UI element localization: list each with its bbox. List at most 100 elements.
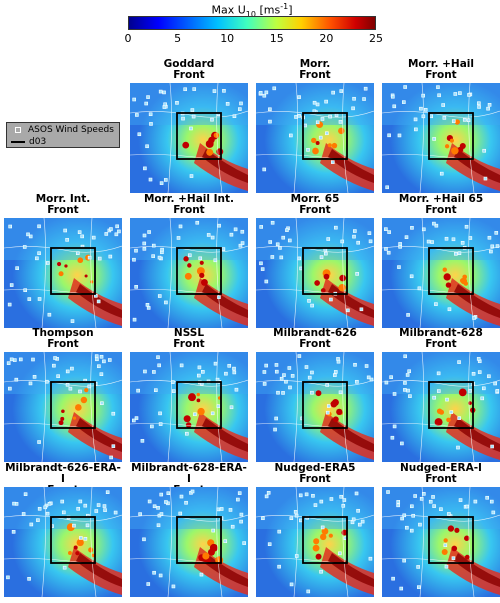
asos-station-marker [115, 224, 119, 229]
storm-cell [451, 147, 459, 155]
asos-station-marker [171, 389, 176, 393]
asos-station-marker [190, 489, 195, 494]
panel-title-case: Front [173, 204, 205, 216]
d03-domain-box [302, 516, 348, 564]
asos-station-marker [336, 359, 341, 364]
asos-station-marker [297, 95, 301, 99]
asos-station-marker [278, 246, 282, 250]
asos-station-marker [436, 371, 441, 376]
asos-station-marker [313, 503, 318, 507]
asos-station-marker [403, 381, 407, 385]
asos-station-marker [259, 261, 263, 266]
panel-title: Morr. +Hail Front [382, 59, 500, 83]
asos-station-marker [77, 230, 82, 234]
storm-cell [196, 398, 201, 403]
extreme-wind-swath [328, 149, 374, 183]
asos-station-marker [456, 445, 460, 450]
d03-domain-box [302, 112, 348, 160]
asos-station-marker [368, 239, 373, 244]
storm-cell [441, 549, 448, 556]
asos-station-marker [239, 519, 243, 524]
map-panel: NSSL Front [130, 328, 248, 462]
asos-station-marker [185, 431, 189, 436]
northern-field [256, 487, 374, 529]
asos-station-marker [487, 103, 492, 107]
state-borders [382, 352, 500, 462]
storm-cell [184, 272, 192, 280]
asos-station-marker [356, 240, 361, 245]
asos-station-marker [132, 317, 137, 322]
map-panel: Thompson Front [4, 328, 122, 462]
panel-title-scheme: Morr. +Hail Int. [143, 193, 235, 205]
asos-station-marker [199, 572, 204, 577]
storm-cell [462, 274, 468, 280]
panel-title-scheme: Goddard [163, 58, 215, 70]
asos-station-marker [210, 117, 214, 122]
asos-station-marker [70, 319, 75, 323]
panel-title-case: Front [173, 69, 205, 81]
asos-station-marker [68, 386, 73, 391]
panel-title-case: Front [299, 204, 331, 216]
state-borders [256, 487, 374, 597]
asos-station-marker [307, 298, 311, 303]
panel-title: NSSL Front [130, 328, 248, 352]
asos-station-marker [324, 99, 328, 104]
asos-station-marker [102, 504, 107, 508]
map-panel: Morr. Int. Front [4, 194, 122, 328]
asos-station-marker [354, 491, 359, 496]
asos-station-marker [489, 499, 494, 504]
asos-station-marker [85, 523, 90, 528]
asos-station-marker [458, 498, 463, 502]
asos-station-marker [297, 114, 301, 118]
asos-station-marker [113, 510, 118, 515]
asos-station-marker [417, 585, 421, 589]
storm-cell [446, 417, 451, 423]
asos-station-marker [270, 220, 275, 225]
storm-cell [458, 388, 467, 397]
northern-field [382, 83, 500, 125]
asos-station-marker [239, 101, 243, 106]
map-panel: Morr. Front [256, 59, 374, 193]
asos-station-marker [467, 93, 471, 97]
asos-station-marker [495, 244, 500, 248]
map-panel: Nudged-ERA5 Front [256, 463, 374, 597]
asos-station-marker [289, 516, 294, 520]
asos-station-marker [107, 358, 112, 362]
panel-title-case: Front [299, 338, 331, 350]
asos-station-marker [96, 503, 101, 507]
storm-cell [463, 281, 469, 286]
asos-station-marker [47, 502, 52, 506]
asos-station-marker [18, 357, 23, 362]
asos-station-marker [157, 255, 162, 260]
storm-cell [312, 544, 320, 552]
asos-station-marker [426, 239, 431, 244]
asos-station-marker [439, 171, 444, 176]
asos-station-marker [191, 114, 196, 119]
storm-cell [332, 398, 339, 406]
asos-station-marker [145, 303, 150, 307]
storm-cell [454, 527, 460, 533]
asos-station-marker [356, 508, 360, 513]
asos-station-marker [487, 374, 491, 379]
asos-station-marker [471, 371, 476, 376]
asos-station-marker [454, 252, 458, 256]
map-panel: Goddard Front [130, 59, 248, 193]
asos-station-marker [331, 160, 335, 164]
asos-station-marker [216, 404, 221, 408]
asos-station-marker [480, 396, 485, 401]
asos-station-marker [457, 360, 461, 364]
storm-cell [73, 545, 78, 550]
asos-station-marker [262, 93, 267, 98]
asos-station-marker [154, 388, 158, 392]
asos-station-marker [451, 119, 456, 123]
northern-field [382, 218, 500, 260]
asos-station-marker [76, 506, 81, 511]
wind-speed-map [382, 83, 500, 193]
colorbar-tick-label: 15 [269, 32, 284, 45]
asos-station-marker [387, 133, 391, 138]
asos-station-marker [190, 108, 195, 112]
storm-cell [451, 545, 458, 552]
asos-station-marker [162, 90, 166, 95]
asos-station-marker [338, 120, 343, 124]
asos-station-marker [434, 223, 439, 228]
